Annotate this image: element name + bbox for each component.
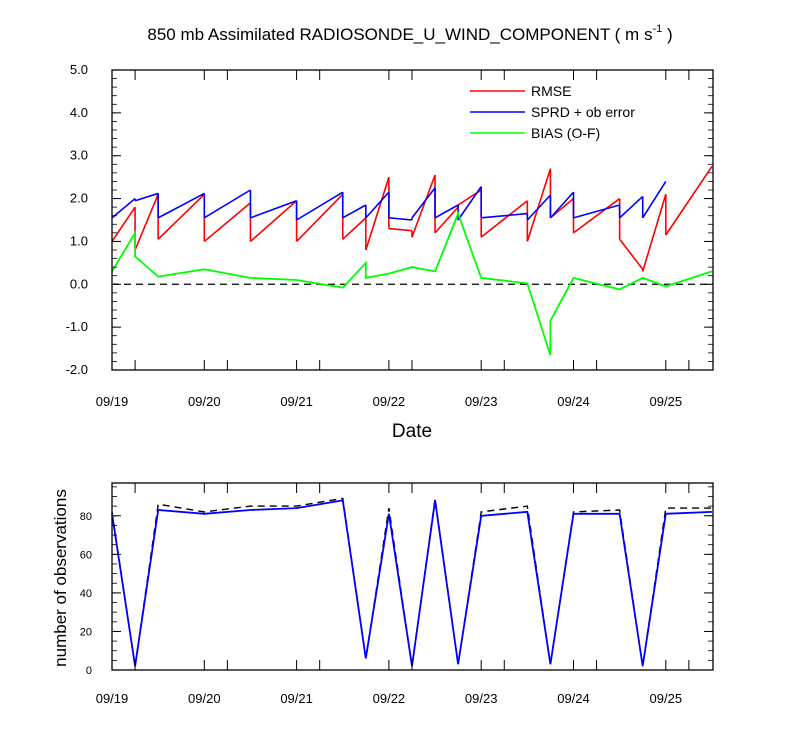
y-tick-label: -1.0 xyxy=(66,319,88,334)
rmse-segment xyxy=(365,176,390,251)
y-tick-label: 2.0 xyxy=(70,191,88,206)
x-axis-title: Date xyxy=(392,421,432,442)
sprd-segment xyxy=(481,212,528,219)
rmse-segment xyxy=(526,168,552,242)
x-tick-label: 09/23 xyxy=(465,394,498,409)
rmse-segment xyxy=(573,197,621,234)
sprd-segment xyxy=(526,194,552,221)
rmse-segment xyxy=(203,202,251,243)
sprd-segment xyxy=(296,191,344,221)
legend: RMSE SPRD + ob error BIAS (O-F) xyxy=(470,83,635,141)
y-tick-label: 40 xyxy=(80,588,92,600)
y-tick-label: 4.0 xyxy=(70,105,88,120)
sprd-segment xyxy=(250,199,297,219)
y-tick-label: 5.0 xyxy=(70,62,88,77)
rmse-segment xyxy=(480,200,528,238)
rmse-segment xyxy=(296,193,344,242)
y-tick-label: 0.0 xyxy=(70,276,88,291)
legend-bias-label: BIAS (O-F) xyxy=(531,125,600,141)
rmse-segment xyxy=(134,193,159,251)
sprd-segment xyxy=(365,191,390,219)
top-plot-frame xyxy=(111,69,714,371)
rmse-segment xyxy=(641,194,667,272)
top-chart-ticks: -2.0 -1.0 0.0 1.0 2.0 3.0 4.0 5.0 09/19 09/20 09/2… xyxy=(66,62,713,409)
obs-used-line xyxy=(111,499,712,667)
y-tick-label: 60 xyxy=(80,549,92,561)
obs-possible-line xyxy=(111,497,712,667)
y-tick-label: 20 xyxy=(80,626,92,638)
rmse-segment xyxy=(665,165,713,236)
rmse-segment xyxy=(342,217,367,240)
x-tick-label: 09/25 xyxy=(650,394,683,409)
x-tick-label: 09/19 xyxy=(96,394,129,409)
rmse-segment xyxy=(388,227,413,232)
sprd-segment xyxy=(457,186,482,221)
sprd-segment xyxy=(203,189,251,219)
bottom-chart: 0 20 40 60 80 09/19 09/20 09/21 09/22 09/23 09/24 0… xyxy=(51,482,714,706)
title-suffix: ) xyxy=(662,25,672,44)
rmse-segment xyxy=(411,174,436,238)
sprd-segment xyxy=(573,204,620,219)
x-tick-label: 09/22 xyxy=(373,691,406,706)
title-superscript: -1 xyxy=(652,23,662,35)
title-text: 850 mb Assimilated RADIOSONDE_U_WIND_COM… xyxy=(147,25,652,44)
y-tick-label: 80 xyxy=(80,511,92,523)
x-tick-label: 09/20 xyxy=(188,394,221,409)
x-tick-label: 09/22 xyxy=(373,394,406,409)
x-tick-label: 09/25 xyxy=(650,691,683,706)
x-tick-label: 09/24 xyxy=(557,691,590,706)
sprd-series xyxy=(111,181,667,221)
sprd-segment xyxy=(642,181,667,219)
sprd-segment xyxy=(549,191,575,219)
sprd-segment xyxy=(157,192,205,219)
y-tick-label: 1.0 xyxy=(70,233,88,248)
y-tick-label: 3.0 xyxy=(70,148,88,163)
sprd-segment xyxy=(342,204,367,219)
y-tick-label: 0 xyxy=(86,665,92,677)
sprd-segment xyxy=(411,187,436,219)
bottom-chart-ticks: 0 20 40 60 80 09/19 09/20 09/21 09/22 09/23 09/24 0… xyxy=(80,483,713,706)
bottom-chart-lines xyxy=(111,497,712,667)
sprd-segment xyxy=(619,195,644,219)
top-chart-lines xyxy=(111,165,713,356)
y-axis-title: number of observations xyxy=(51,489,70,667)
chart-title: 850 mb Assimilated RADIOSONDE_U_WIND_COM… xyxy=(147,23,672,44)
y-tick-label: -2.0 xyxy=(66,362,88,377)
legend-sprd-label: SPRD + ob error xyxy=(531,104,635,120)
rmse-segment xyxy=(157,193,205,240)
x-tick-label: 09/19 xyxy=(96,691,129,706)
x-tick-label: 09/20 xyxy=(188,691,221,706)
x-tick-label: 09/21 xyxy=(280,691,313,706)
x-tick-label: 09/24 xyxy=(557,394,590,409)
rmse-segment xyxy=(111,206,136,242)
x-tick-label: 09/21 xyxy=(280,394,313,409)
sprd-segment xyxy=(111,197,136,219)
rmse-segment xyxy=(619,238,644,270)
bottom-plot-frame xyxy=(111,482,714,671)
legend-rmse-label: RMSE xyxy=(531,83,571,99)
sprd-segment xyxy=(134,192,159,202)
sprd-segment xyxy=(388,217,413,221)
x-tick-label: 09/23 xyxy=(465,691,498,706)
top-chart: -2.0 -1.0 0.0 1.0 2.0 3.0 4.0 5.0 09/19 09/20 09/2… xyxy=(66,62,714,442)
sprd-segment xyxy=(434,204,459,219)
bias-series-line xyxy=(111,211,713,356)
rmse-segment xyxy=(249,200,298,243)
rmse-segment xyxy=(434,206,459,234)
